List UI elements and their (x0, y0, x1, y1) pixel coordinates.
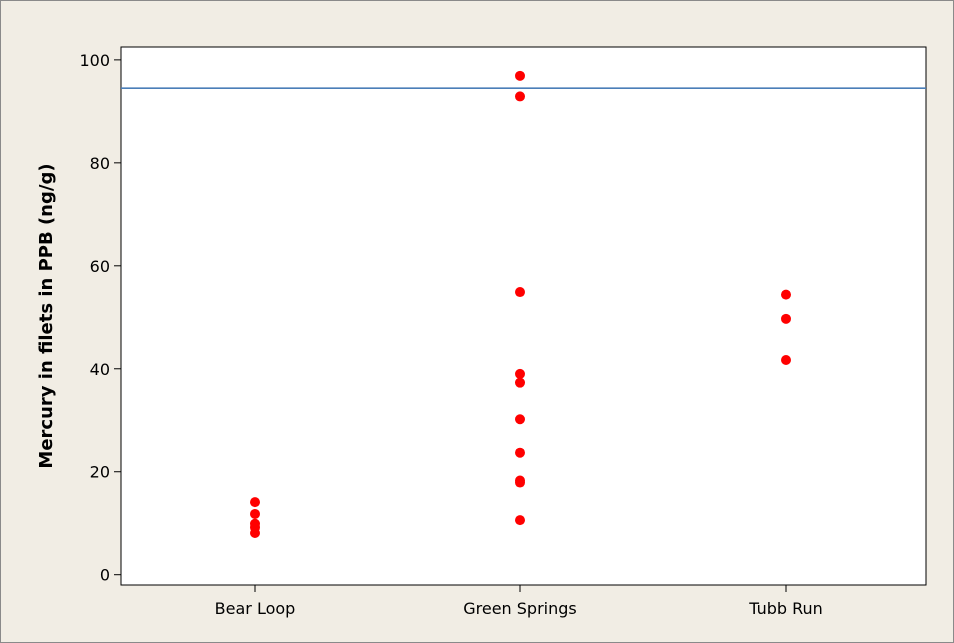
y-tick-label: 80 (90, 154, 110, 173)
x-axis: Bear Loop Green Springs Tubb Run (215, 585, 823, 618)
data-point (781, 289, 791, 300)
plot-area (120, 46, 927, 586)
data-points (250, 70, 791, 539)
x-tick-label: Tubb Run (748, 599, 823, 618)
data-point (250, 497, 260, 508)
data-point (515, 70, 525, 81)
x-tick-label: Bear Loop (215, 599, 296, 618)
data-point (515, 414, 525, 425)
data-point (515, 477, 525, 488)
data-point (515, 287, 525, 298)
data-point (515, 91, 525, 102)
y-tick-label: 40 (90, 360, 110, 379)
data-point (250, 528, 260, 539)
data-point (515, 368, 525, 379)
data-point (781, 355, 791, 366)
y-tick-label: 100 (79, 51, 110, 70)
y-tick-label: 20 (90, 463, 110, 482)
y-axis-title: Mercury in filets in PPB (ng/g) (36, 163, 57, 468)
y-axis: 0 20 40 60 80 100 (79, 51, 121, 585)
y-tick-label: 60 (90, 257, 110, 276)
data-point (515, 377, 525, 388)
data-point (250, 508, 260, 519)
data-point (781, 313, 791, 324)
x-tick-label: Green Springs (463, 599, 577, 618)
y-tick-label: 0 (100, 566, 110, 585)
data-point (515, 447, 525, 458)
data-point (515, 515, 525, 526)
